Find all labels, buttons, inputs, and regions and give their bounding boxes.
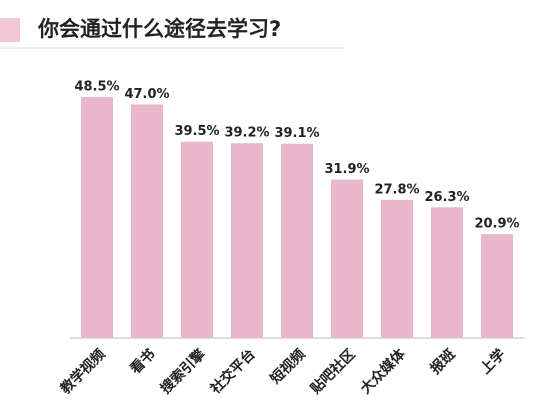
- value-label: 20.9%: [474, 217, 519, 232]
- x-tick-label: 看书: [126, 346, 159, 379]
- value-label: 39.1%: [274, 126, 319, 141]
- bar: [431, 207, 463, 338]
- bar: [181, 141, 213, 338]
- x-tick-label: 教学视频: [57, 346, 109, 398]
- value-label: 27.8%: [374, 182, 419, 197]
- value-label: 31.9%: [324, 162, 369, 177]
- value-label: 48.5%: [74, 80, 119, 95]
- x-tick-label: 短视频: [267, 346, 309, 388]
- value-label: 47.0%: [124, 87, 169, 102]
- bar: [281, 143, 313, 338]
- bar: [81, 97, 113, 338]
- bar: [381, 199, 413, 338]
- x-tick-label: 社交平台: [206, 346, 258, 398]
- bar: [481, 234, 513, 338]
- bar: [131, 104, 163, 338]
- value-label: 39.5%: [174, 124, 219, 139]
- value-label: 39.2%: [224, 126, 269, 141]
- title-accent: [0, 18, 20, 42]
- bar: [231, 143, 263, 338]
- x-tick-label: 报班: [427, 346, 459, 378]
- bar: [331, 179, 363, 338]
- x-tick-label: 贴吧社区: [307, 346, 359, 398]
- x-tick-label: 上学: [477, 346, 509, 378]
- x-tick-label: 搜索引擎: [157, 346, 209, 398]
- x-tick-label: 大众媒体: [357, 345, 409, 397]
- value-label: 26.3%: [424, 190, 469, 205]
- chart-title: 你会通过什么途径去学习?: [37, 17, 281, 41]
